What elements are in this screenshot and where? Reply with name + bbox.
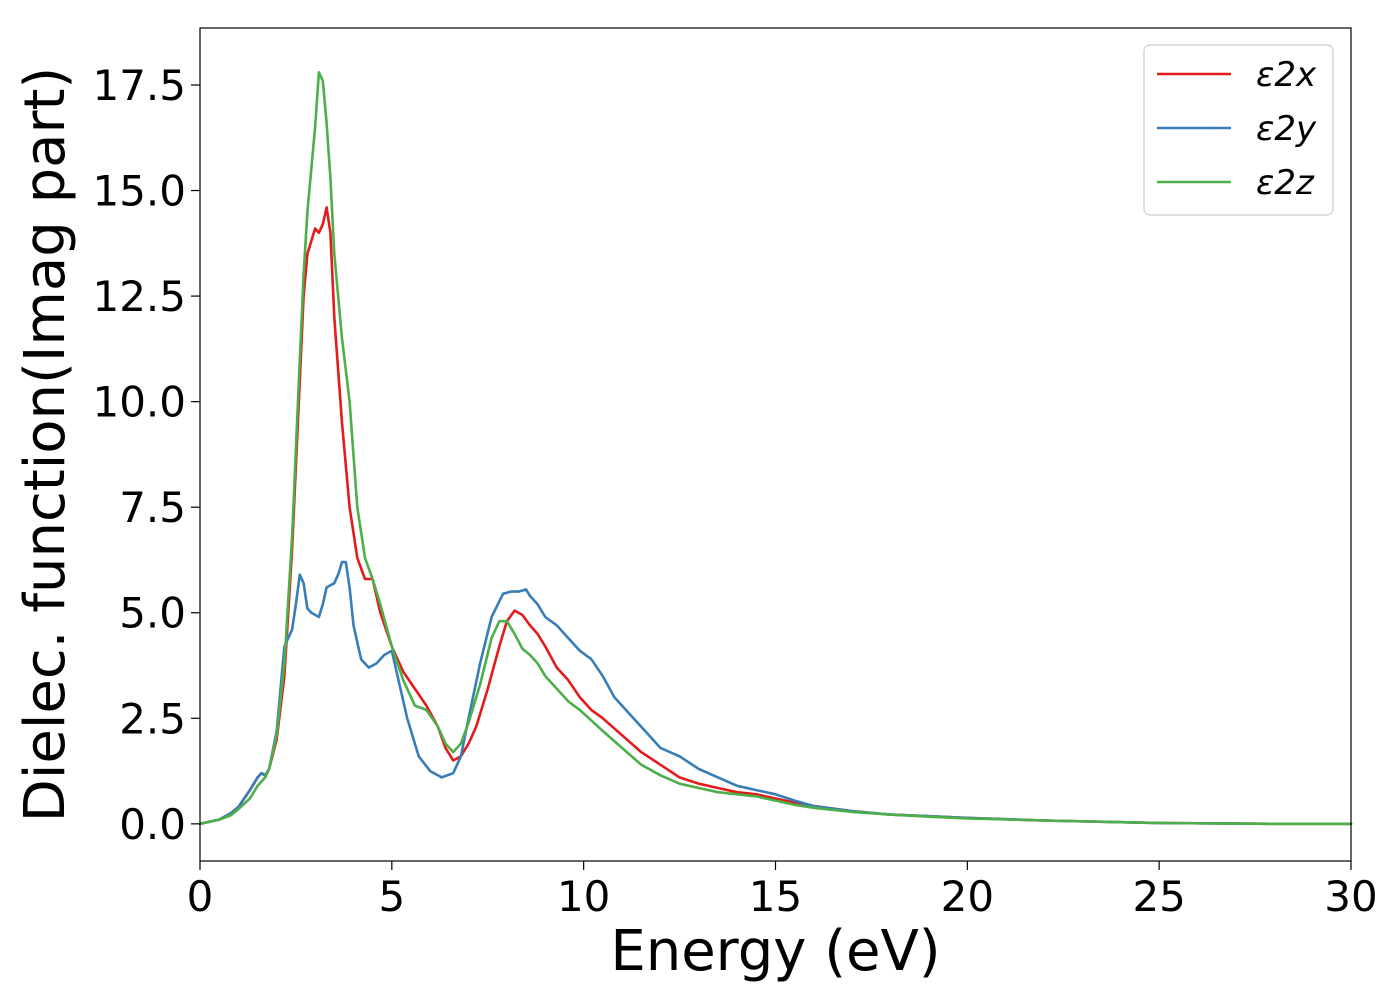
legend-label: ε2y xyxy=(1256,109,1317,149)
legend-label: ε2z xyxy=(1256,163,1315,203)
x-axis-ticks: 0 5 10 15 20 25 30 xyxy=(187,861,1378,921)
y-tick-label: 7.5 xyxy=(119,483,186,532)
y-tick-label: 10.0 xyxy=(92,378,186,427)
x-tick-label: 30 xyxy=(1324,872,1377,921)
x-tick-label: 15 xyxy=(749,872,802,921)
series-line-2 xyxy=(198,560,1353,826)
y-tick-label: 5.0 xyxy=(119,589,186,638)
legend: ε2x ε2y ε2z xyxy=(1143,44,1334,216)
y-tick-label: 17.5 xyxy=(92,61,186,110)
y-tick-label: 2.5 xyxy=(119,694,186,743)
x-tick-label: 10 xyxy=(557,872,610,921)
x-tick-label: 25 xyxy=(1132,872,1185,921)
y-tick-label: 15.0 xyxy=(92,167,186,216)
x-axis-title: Energy (eV) xyxy=(610,919,940,984)
series-line-3 xyxy=(198,71,1353,826)
x-tick-label: 0 xyxy=(187,872,214,921)
y-tick-label: 12.5 xyxy=(92,272,186,321)
legend-box xyxy=(1143,44,1334,216)
y-tick-label: 0.0 xyxy=(119,800,186,849)
y-axis-ticks: 0.0 2.5 5.0 7.5 10.0 12.5 15.0 17.5 xyxy=(92,61,200,849)
series-layer xyxy=(198,71,1353,826)
legend-label: ε2x xyxy=(1256,55,1317,95)
y-axis-title: Dielec. function(Imag part) xyxy=(13,67,78,823)
series-line-1 xyxy=(198,206,1353,826)
x-tick-label: 20 xyxy=(941,872,994,921)
x-tick-label: 5 xyxy=(378,872,405,921)
